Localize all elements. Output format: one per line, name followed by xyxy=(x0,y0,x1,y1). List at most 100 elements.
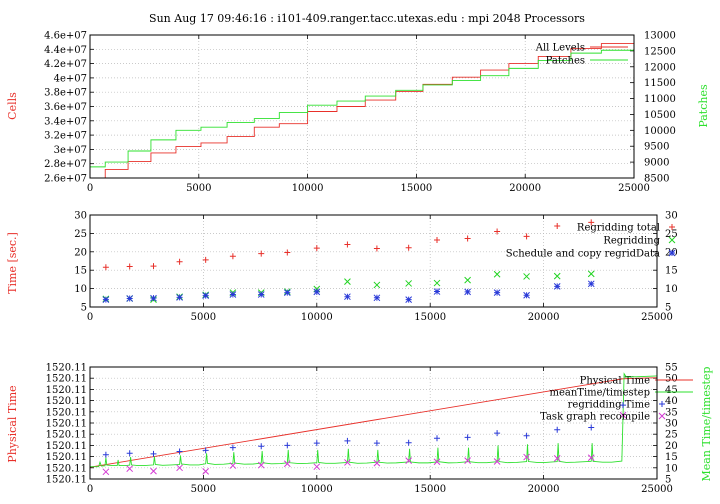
y2-tick-label: 5 xyxy=(665,303,671,314)
data-point xyxy=(587,280,595,288)
y2-axis-label: Patches xyxy=(697,84,710,128)
data-point xyxy=(176,448,183,455)
data-point xyxy=(126,465,134,473)
series-3 xyxy=(102,402,626,458)
y2-tick-label: 13000 xyxy=(644,31,676,42)
y-tick-label: 1520.11 xyxy=(46,374,87,385)
y2-tick-label: 20 xyxy=(665,441,678,452)
data-point xyxy=(464,235,471,242)
x-tick-label: 0 xyxy=(87,484,93,495)
y-tick-label: 1520.11 xyxy=(46,452,87,463)
data-point xyxy=(434,237,441,244)
y-tick-label: 2.8e+07 xyxy=(44,159,87,170)
legend-marker xyxy=(669,224,675,230)
data-point xyxy=(150,294,157,302)
x-tick-label: 0 xyxy=(87,183,93,194)
legend-label: meanTime/timestep xyxy=(549,388,650,399)
y-tick-label: 1520.11 xyxy=(46,407,87,418)
y-tick-label: 1520.11 xyxy=(46,419,87,430)
y-tick-label: 3.8e+07 xyxy=(44,88,87,99)
series-2 xyxy=(90,372,658,468)
data-point xyxy=(102,296,110,303)
y2-tick-label: 10 xyxy=(665,284,678,295)
y-tick-label: 3.4e+07 xyxy=(44,116,87,127)
data-point xyxy=(405,457,413,464)
data-point xyxy=(588,219,595,226)
y2-tick-label: 5 xyxy=(665,475,671,486)
x-tick-label: 15000 xyxy=(414,312,446,323)
data-point xyxy=(102,264,109,271)
x-tick-label: 5000 xyxy=(186,183,211,194)
data-point xyxy=(587,454,595,462)
y-tick-label: 3e+07 xyxy=(54,145,87,156)
data-point xyxy=(229,462,237,469)
legend-label: Regridding total xyxy=(577,223,660,234)
data-point xyxy=(229,253,236,260)
y-tick-label: 5 xyxy=(81,303,87,314)
data-point xyxy=(176,258,183,265)
y2-tick-label: 10 xyxy=(665,463,678,474)
legend-label: All Levels xyxy=(535,43,585,54)
data-point xyxy=(405,296,413,303)
data-point xyxy=(493,270,501,278)
data-point xyxy=(553,283,561,290)
y2-tick-label: 9000 xyxy=(644,158,669,169)
series-3 xyxy=(102,280,595,303)
y2-tick-label: 50 xyxy=(665,374,678,385)
data-point xyxy=(344,278,351,285)
x-tick-label: 10000 xyxy=(292,183,324,194)
data-point xyxy=(619,411,627,419)
data-point xyxy=(553,455,561,462)
data-point xyxy=(553,272,561,280)
x-tick-label: 15000 xyxy=(400,183,432,194)
data-point xyxy=(373,440,380,447)
y-tick-label: 30 xyxy=(74,211,87,222)
y-tick-label: 1520.11 xyxy=(46,396,87,407)
series-2 xyxy=(90,49,634,168)
data-point xyxy=(433,288,441,295)
y-tick-label: 3.2e+07 xyxy=(44,131,87,142)
y2-tick-label: 30 xyxy=(665,211,678,222)
data-point xyxy=(523,233,530,240)
y-tick-label: 10 xyxy=(74,284,87,295)
y2-tick-label: 10000 xyxy=(644,126,676,137)
x-tick-label: 5000 xyxy=(191,312,216,323)
x-tick-label: 20000 xyxy=(509,183,541,194)
data-point xyxy=(493,289,501,297)
data-point xyxy=(619,402,626,409)
data-point xyxy=(176,294,183,301)
series-line xyxy=(90,49,634,168)
chart-title: Sun Aug 17 09:46:16 : i101-409.ranger.ta… xyxy=(149,12,585,25)
plot-frame xyxy=(89,366,658,480)
legend-marker xyxy=(658,412,666,420)
y-tick-label: 1520.11 xyxy=(46,363,87,374)
y-tick-label: 4e+07 xyxy=(54,73,87,84)
y2-tick-label: 55 xyxy=(665,363,678,374)
x-tick-label: 25000 xyxy=(641,312,673,323)
y2-tick-label: 11500 xyxy=(644,78,676,89)
y-tick-label: 3.6e+07 xyxy=(44,102,87,113)
data-point xyxy=(202,256,209,263)
y2-tick-label: 15 xyxy=(665,266,678,277)
y2-tick-label: 12500 xyxy=(644,46,676,57)
legend-marker xyxy=(659,401,665,407)
data-point xyxy=(464,457,471,464)
y2-tick-label: 45 xyxy=(665,385,678,396)
y2-tick-label: 30 xyxy=(665,419,678,430)
y2-tick-label: 8500 xyxy=(644,174,669,185)
plot-1: 0 5000 10000 15000 20000 25000 2.6e+07 2.8e+07 3… xyxy=(6,31,710,195)
data-point xyxy=(405,244,412,251)
data-point xyxy=(433,279,441,287)
y2-tick-label: 25 xyxy=(665,430,678,441)
y2-tick-label: 11000 xyxy=(644,94,676,105)
x-tick-label: 5000 xyxy=(191,484,216,495)
data-point xyxy=(494,430,501,437)
y2-tick-label: 40 xyxy=(665,396,678,407)
y-tick-label: 1520.11 xyxy=(46,385,87,396)
series-1 xyxy=(89,377,658,468)
x-tick-label: 25000 xyxy=(618,183,650,194)
data-point xyxy=(405,280,413,287)
y-tick-label: 2.6e+07 xyxy=(44,174,87,185)
data-point xyxy=(373,281,381,289)
